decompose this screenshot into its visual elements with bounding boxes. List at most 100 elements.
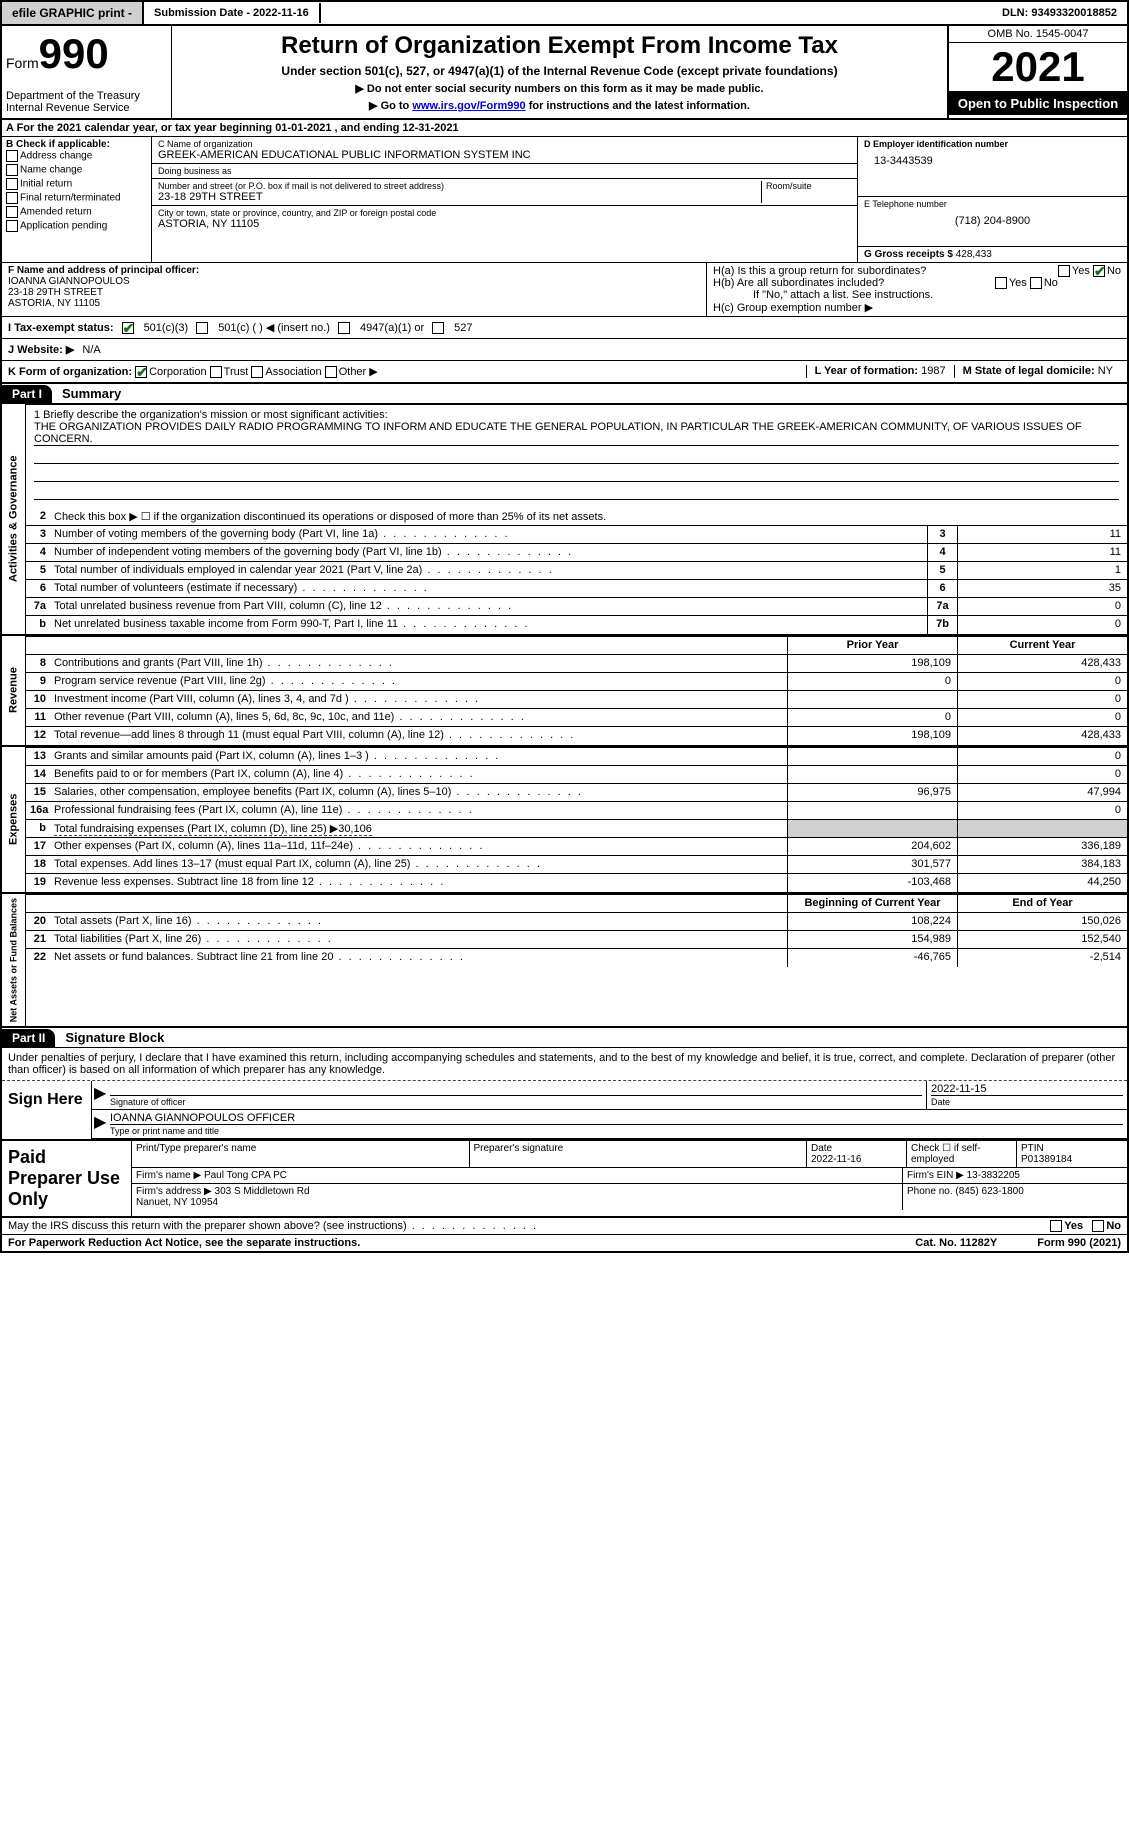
cb-amended[interactable] <box>6 206 18 218</box>
perjury-text: Under penalties of perjury, I declare th… <box>2 1048 1127 1081</box>
firm-name: Firm's name ▶ Paul Tong CPA PC <box>132 1168 903 1183</box>
tab-revenue: Revenue <box>2 636 26 745</box>
preparer-date: Date2022-11-16 <box>807 1141 907 1167</box>
cb-discuss-no[interactable] <box>1092 1220 1104 1232</box>
goto-instr: ▶ Go to www.irs.gov/Form990 for instruct… <box>178 99 941 112</box>
line-8: 8 Contributions and grants (Part VIII, l… <box>26 655 1127 673</box>
cb-discuss-yes[interactable] <box>1050 1220 1062 1232</box>
col-header-beg-end: Beginning of Current YearEnd of Year <box>26 895 1127 913</box>
omb-number: OMB No. 1545-0047 <box>949 26 1127 43</box>
line-2: 2Check this box ▶ ☐ if the organization … <box>26 508 1127 526</box>
summary-netassets: Net Assets or Fund Balances Beginning of… <box>0 894 1129 1028</box>
form-subtitle: Under section 501(c), 527, or 4947(a)(1)… <box>178 64 941 78</box>
line-13: 13 Grants and similar amounts paid (Part… <box>26 748 1127 766</box>
cb-hb-yes[interactable] <box>995 277 1007 289</box>
officer-name: IOANNA GIANNOPOULOS OFFICERType or print… <box>106 1110 1127 1138</box>
org-name-cell: C Name of organization GREEK-AMERICAN ED… <box>152 137 857 164</box>
signature-block: Under penalties of perjury, I declare th… <box>0 1048 1129 1141</box>
ssn-warning: ▶ Do not enter social security numbers o… <box>178 82 941 95</box>
form-header: Form990 Department of the Treasury Inter… <box>0 26 1129 120</box>
line-9: 9 Program service revenue (Part VIII, li… <box>26 673 1127 691</box>
gross-cell: G Gross receipts $ 428,433 <box>858 247 1127 262</box>
cb-4947[interactable] <box>338 322 350 334</box>
officer-signature: Signature of officer <box>106 1081 927 1109</box>
line-11: 11 Other revenue (Part VIII, column (A),… <box>26 709 1127 727</box>
row-i-taxstatus: I Tax-exempt status: 501(c)(3) 501(c) ( … <box>0 317 1129 339</box>
mission-block: 1 Briefly describe the organization's mi… <box>26 405 1127 508</box>
cb-name-change[interactable] <box>6 164 18 176</box>
cb-527[interactable] <box>432 322 444 334</box>
preparer-name: Print/Type preparer's name <box>132 1141 470 1167</box>
paperwork-notice: For Paperwork Reduction Act Notice, see … <box>8 1237 360 1249</box>
ein-cell: D Employer identification number 13-3443… <box>858 137 1127 197</box>
street-cell: Number and street (or P.O. box if mail i… <box>152 179 857 206</box>
year-formation: L Year of formation: 1987 <box>806 365 954 378</box>
dba-cell: Doing business as <box>152 164 857 179</box>
paid-preparer-label: Paid Preparer Use Only <box>2 1141 132 1216</box>
info-block: B Check if applicable: Address change Na… <box>0 137 1129 263</box>
tab-netassets: Net Assets or Fund Balances <box>2 894 26 1026</box>
line-7a: 7a Total unrelated business revenue from… <box>26 598 1127 616</box>
cb-app-pending[interactable] <box>6 220 18 232</box>
line-21: 21 Total liabilities (Part X, line 26) 1… <box>26 931 1127 949</box>
cb-initial-return[interactable] <box>6 178 18 190</box>
summary-activities: Activities & Governance 1 Briefly descri… <box>0 404 1129 636</box>
line-12: 12 Total revenue—add lines 8 through 11 … <box>26 727 1127 745</box>
irs-discuss: May the IRS discuss this return with the… <box>0 1218 1129 1235</box>
ptin: PTINP01389184 <box>1017 1141 1127 1167</box>
line-18: 18 Total expenses. Add lines 13–17 (must… <box>26 856 1127 874</box>
principal-officer: F Name and address of principal officer:… <box>2 263 707 316</box>
dept-treasury: Department of the Treasury Internal Reve… <box>6 90 167 114</box>
form-number: Form990 <box>6 30 167 78</box>
line-19: 19 Revenue less expenses. Subtract line … <box>26 874 1127 892</box>
cb-final-return[interactable] <box>6 192 18 204</box>
cb-corp[interactable] <box>135 366 147 378</box>
line-22: 22 Net assets or fund balances. Subtract… <box>26 949 1127 967</box>
dln: DLN: 93493320018852 <box>992 3 1127 23</box>
line-4: 4 Number of independent voting members o… <box>26 544 1127 562</box>
line-10: 10 Investment income (Part VIII, column … <box>26 691 1127 709</box>
cb-501c3[interactable] <box>122 322 134 334</box>
summary-revenue: Revenue Prior YearCurrent Year 8 Contrib… <box>0 636 1129 747</box>
paid-preparer: Paid Preparer Use Only Print/Type prepar… <box>0 1141 1129 1218</box>
cb-hb-no[interactable] <box>1030 277 1042 289</box>
cb-trust[interactable] <box>210 366 222 378</box>
row-k: K Form of organization: Corporation Trus… <box>0 361 1129 384</box>
line-20: 20 Total assets (Part X, line 16) 108,22… <box>26 913 1127 931</box>
line-5: 5 Total number of individuals employed i… <box>26 562 1127 580</box>
open-public: Open to Public Inspection <box>949 92 1127 115</box>
row-j-website: J Website: ▶ N/A <box>0 339 1129 361</box>
self-employed-check: Check ☐ if self-employed <box>907 1141 1017 1167</box>
arrow-icon: ▶ <box>92 1081 106 1109</box>
mission-text: THE ORGANIZATION PROVIDES DAILY RADIO PR… <box>34 421 1119 446</box>
sign-date: 2022-11-15Date <box>927 1081 1127 1109</box>
arrow-icon: ▶ <box>92 1110 106 1138</box>
line-6: 6 Total number of volunteers (estimate i… <box>26 580 1127 598</box>
cb-address-change[interactable] <box>6 150 18 162</box>
line-16a: 16a Professional fundraising fees (Part … <box>26 802 1127 820</box>
state-domicile: M State of legal domicile: NY <box>954 365 1121 378</box>
cb-501c[interactable] <box>196 322 208 334</box>
cb-ha-no[interactable] <box>1093 265 1105 277</box>
line-15: 15 Salaries, other compensation, employe… <box>26 784 1127 802</box>
line-3: 3 Number of voting members of the govern… <box>26 526 1127 544</box>
tax-year: 2021 <box>949 43 1127 92</box>
row-fgh: F Name and address of principal officer:… <box>0 263 1129 317</box>
line-b: b Total fundraising expenses (Part IX, c… <box>26 820 1127 838</box>
cb-ha-yes[interactable] <box>1058 265 1070 277</box>
firm-address: Firm's address ▶ 303 S Middletown Rd Nan… <box>132 1184 903 1210</box>
sign-here-label: Sign Here <box>2 1081 92 1139</box>
line-b: b Net unrelated business taxable income … <box>26 616 1127 634</box>
cb-assoc[interactable] <box>251 366 263 378</box>
footer: For Paperwork Reduction Act Notice, see … <box>0 1235 1129 1253</box>
irs-link[interactable]: www.irs.gov/Form990 <box>412 100 525 112</box>
part2-header: Part IISignature Block <box>0 1028 1129 1048</box>
efile-print-button[interactable]: efile GRAPHIC print - <box>2 2 144 24</box>
col-b-checkboxes: B Check if applicable: Address change Na… <box>2 137 152 262</box>
topbar: efile GRAPHIC print - Submission Date - … <box>0 0 1129 26</box>
cb-other[interactable] <box>325 366 337 378</box>
tab-activities: Activities & Governance <box>2 404 26 634</box>
group-return: H(a) Is this a group return for subordin… <box>707 263 1127 316</box>
preparer-sig: Preparer's signature <box>470 1141 808 1167</box>
form-title: Return of Organization Exempt From Incom… <box>178 32 941 60</box>
